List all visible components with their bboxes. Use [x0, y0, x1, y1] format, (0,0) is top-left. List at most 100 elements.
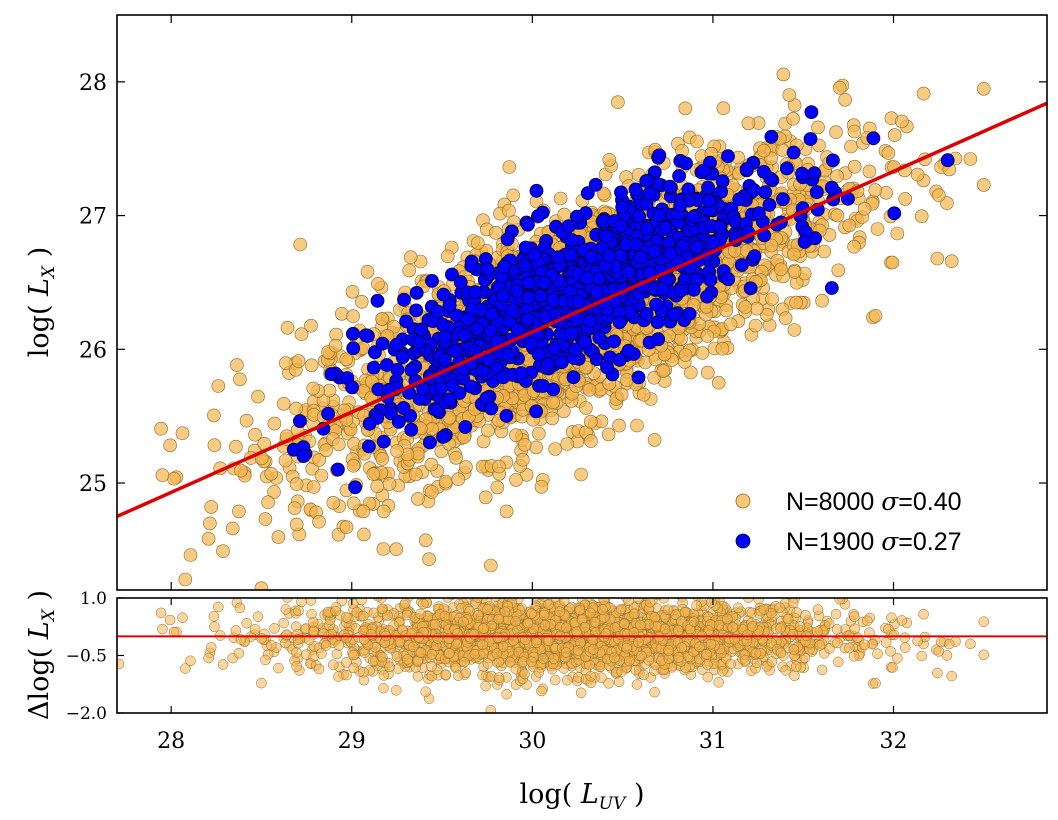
point-n1900 [348, 480, 363, 495]
point-n8000 [757, 143, 771, 158]
point-n8000 [314, 468, 329, 483]
point-n1900 [362, 416, 377, 431]
point-n8000 [976, 178, 991, 192]
point-n8000 [647, 370, 662, 385]
point-n1900 [442, 392, 457, 407]
point-n8000 [829, 125, 843, 139]
point-n8000 [408, 467, 423, 482]
residual-point [256, 677, 267, 689]
point-n8000 [451, 472, 466, 487]
point-n8000 [778, 311, 793, 326]
point-n1900 [580, 271, 595, 286]
point-n8000 [334, 306, 349, 321]
point-n8000 [596, 186, 611, 201]
point-n8000 [557, 207, 572, 222]
point-n8000 [910, 167, 925, 182]
point-n8000 [492, 459, 506, 474]
point-n1900 [497, 259, 512, 274]
point-n1900 [615, 200, 630, 215]
legend: N=8000 σ=0.40 N=1900 σ=0.27 [735, 487, 962, 556]
point-n8000 [534, 479, 549, 494]
point-n8000 [289, 517, 304, 532]
point-n8000 [499, 504, 514, 519]
point-n1900 [776, 192, 790, 207]
point-n8000 [787, 247, 801, 262]
point-n8000 [207, 408, 221, 423]
point-n8000 [700, 329, 715, 343]
residual-point [613, 676, 625, 688]
point-n1900 [747, 249, 762, 264]
point-n1900 [346, 341, 361, 356]
point-n8000 [312, 453, 327, 467]
point-n8000 [390, 444, 404, 458]
point-n8000 [529, 440, 543, 455]
point-n1900 [566, 370, 581, 385]
point-n8000 [695, 346, 710, 360]
point-n8000 [233, 372, 247, 387]
point-n8000 [403, 250, 418, 265]
legend-label-8000: N=8000 σ=0.40 [786, 487, 962, 516]
point-n1900 [561, 219, 576, 234]
residual-point [252, 611, 264, 622]
point-n1900 [547, 341, 562, 356]
point-n1900 [762, 197, 777, 212]
point-n1900 [672, 169, 686, 183]
point-n8000 [636, 387, 651, 402]
point-n1900 [682, 306, 697, 321]
point-n1900 [361, 439, 376, 454]
point-n1900 [458, 420, 473, 434]
point-n1900 [721, 272, 736, 287]
point-n1900 [321, 406, 336, 421]
residual-point [631, 679, 643, 690]
point-n1900 [584, 250, 598, 264]
point-n8000 [117, 405, 118, 409]
point-n1900 [764, 129, 779, 144]
point-n8000 [553, 191, 568, 206]
point-n8000 [847, 239, 861, 254]
point-n8000 [230, 358, 244, 372]
point-n1900 [531, 209, 545, 223]
point-n8000 [545, 411, 560, 426]
point-n1900 [436, 429, 451, 444]
point-n8000 [331, 437, 346, 452]
point-n1900 [564, 325, 579, 340]
point-n1900 [747, 183, 761, 197]
point-n1900 [463, 379, 478, 394]
point-n8000 [584, 434, 598, 448]
point-n1900 [520, 312, 535, 327]
point-n8000 [847, 124, 862, 139]
point-n8000 [602, 153, 617, 167]
point-n1900 [524, 336, 539, 351]
point-n8000 [614, 387, 629, 402]
point-n1900 [804, 105, 819, 119]
point-n8000 [619, 373, 634, 387]
point-n1900 [468, 285, 482, 300]
residual-point [831, 624, 843, 635]
point-n1900 [484, 307, 499, 322]
point-n8000 [345, 284, 360, 299]
point-n1900 [715, 174, 730, 189]
point-n8000 [775, 143, 790, 157]
point-n1900 [887, 206, 902, 221]
point-n8000 [815, 293, 829, 308]
point-n1900 [395, 350, 410, 365]
residual-point [269, 623, 280, 634]
point-n8000 [789, 295, 803, 310]
point-n1900 [445, 378, 460, 393]
point-n8000 [515, 452, 530, 467]
point-n1900 [345, 326, 360, 341]
point-n8000 [382, 477, 397, 491]
point-n1900 [358, 328, 373, 343]
point-n1900 [602, 248, 617, 263]
point-n8000 [612, 418, 626, 433]
point-n1900 [658, 220, 673, 235]
point-n8000 [548, 442, 563, 456]
point-n8000 [931, 188, 946, 202]
point-n1900 [786, 145, 801, 160]
point-n1900 [629, 237, 643, 252]
residual-point [208, 611, 220, 622]
point-n1900 [780, 161, 794, 176]
point-n8000 [459, 460, 473, 474]
